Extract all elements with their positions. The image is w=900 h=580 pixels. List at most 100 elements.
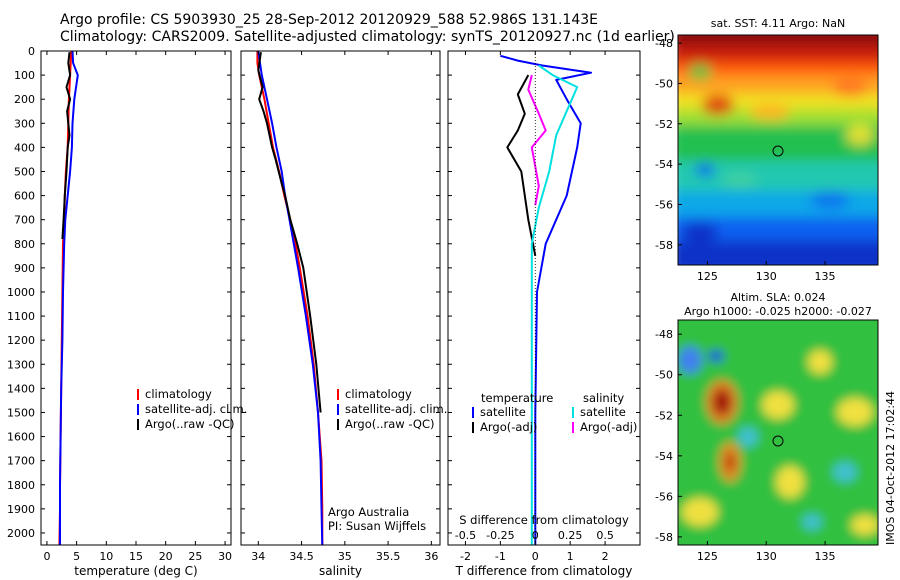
map-x-tick-label: 130 <box>756 550 777 563</box>
y-tick-label: 1400 <box>7 382 35 395</box>
x-tick-label: -2 <box>460 550 471 563</box>
map-x-tick-label: 125 <box>697 270 718 283</box>
figure-title-line-1: Argo profile: CS 5903930_25 28-Sep-2012 … <box>60 12 598 28</box>
map-x-tick-label: 125 <box>697 550 718 563</box>
panel-annotation-line: Argo Australia <box>328 505 409 519</box>
map-y-tick-label: -56 <box>655 198 673 211</box>
y-tick-label: 400 <box>14 141 35 154</box>
y-tick-label: 800 <box>14 238 35 251</box>
temperature-panel-x-axis-label: temperature (deg C) <box>74 564 197 578</box>
temperature-panel-series-satellite-adj-clim <box>59 50 79 545</box>
y-tick-label: 1900 <box>7 503 35 516</box>
s-difference-tick-label: 0.5 <box>596 529 614 542</box>
legend-label: climatology <box>345 387 412 401</box>
x-tick-label: 5 <box>73 550 80 563</box>
figure-title-line-2: Climatology: CARS2009. Satellite-adjuste… <box>60 29 675 45</box>
map-y-tick-label: -58 <box>655 531 673 544</box>
x-tick-label: 20 <box>159 550 173 563</box>
temperature-panel-series-argo-raw-qc <box>61 52 72 240</box>
y-tick-label: 200 <box>14 93 35 106</box>
salinity-panel: 34 34.5 35 35.5 36 salinity climatologysatelli… <box>240 50 447 578</box>
map-y-tick-label: -48 <box>655 37 673 50</box>
legend-heading: salinity <box>583 391 624 405</box>
x-tick-label: 15 <box>129 550 143 563</box>
salinity-panel-series-argo-raw-qc <box>257 52 322 413</box>
y-tick-label: 1300 <box>7 358 35 371</box>
map-y-tick-label: -52 <box>655 409 673 422</box>
difference-panel-series-salinity-satellite <box>530 64 579 545</box>
x-tick-label: 35.5 <box>376 550 401 563</box>
x-tick-label: 34.5 <box>289 550 314 563</box>
x-tick-label: 10 <box>99 550 113 563</box>
map-y-tick-label: -48 <box>655 328 673 341</box>
footer-stamp: IMOS 04-Oct-2012 17:02:44 <box>884 391 897 545</box>
x-tick-label: 30 <box>218 550 232 563</box>
map-x-tick-label: 135 <box>815 270 836 283</box>
y-tick-label: 300 <box>14 117 35 130</box>
sst-map <box>677 34 879 266</box>
x-tick-label: 35 <box>338 550 352 563</box>
x-tick-label: -1 <box>495 550 506 563</box>
legend-heading: temperature <box>481 391 553 405</box>
sla-field <box>678 320 878 545</box>
sst-argo-location-marker <box>772 145 784 157</box>
map-y-tick-label: -50 <box>655 369 673 382</box>
map-x-tick-label: 135 <box>815 550 836 563</box>
map-x-tick-label: 130 <box>756 270 777 283</box>
x-tick-label: 0 <box>532 550 539 563</box>
sla-argo-location-marker <box>772 435 784 447</box>
legend-label: satellite <box>580 405 626 419</box>
y-tick-label: 1800 <box>7 479 35 492</box>
sst-map-title: sat. SST: 4.11 Argo: NaN <box>711 17 845 30</box>
panel-annotation-line: PI: Susan Wijffels <box>328 519 426 533</box>
s-difference-tick-label: 0 <box>532 529 539 542</box>
temperature-panel-frame <box>40 50 232 546</box>
temperature-panel-series-climatology <box>58 50 73 546</box>
difference-panel-frame <box>447 50 641 546</box>
y-tick-label: 700 <box>14 214 35 227</box>
y-tick-label: 1100 <box>7 310 35 323</box>
map-y-tick-label: -58 <box>655 239 673 252</box>
s-difference-tick-label: 0.25 <box>558 529 583 542</box>
sla-map <box>677 319 879 546</box>
map-y-tick-label: -56 <box>655 490 673 503</box>
y-tick-label: 0 <box>28 45 35 58</box>
map-y-tick-label: -50 <box>655 77 673 90</box>
x-tick-label: 1 <box>567 550 574 563</box>
s-difference-tick-label: -0.25 <box>486 529 514 542</box>
salinity-panel-frame <box>240 50 441 546</box>
salinity-panel-x-axis-label: salinity <box>319 564 362 578</box>
legend-label: satellite <box>480 405 526 419</box>
y-tick-label: 600 <box>14 190 35 203</box>
y-tick-label: 1000 <box>7 286 35 299</box>
y-tick-label: 900 <box>14 262 35 275</box>
sla-map-title-line-2: Argo h1000: -0.025 h2000: -0.027 <box>684 305 872 318</box>
difference-panel-x-axis-label: T difference from climatology <box>455 564 633 578</box>
map-y-tick-label: -54 <box>655 450 673 463</box>
legend-label: Argo(..raw -QC) <box>145 417 235 431</box>
y-tick-label: 1600 <box>7 431 35 444</box>
y-tick-label: 1500 <box>7 406 35 419</box>
x-tick-label: 2 <box>602 550 609 563</box>
legend-label: Argo(-adj) <box>580 420 637 434</box>
legend-label: climatology <box>145 387 212 401</box>
legend-label: Argo(..raw -QC) <box>345 417 435 431</box>
difference-panel: -2 -1 0 1 2T difference from climatology temp… <box>447 50 641 578</box>
difference-panel-series-temperature-satellite <box>500 54 593 545</box>
difference-panel-series-temperature-argo-adj <box>506 74 537 256</box>
x-tick-label: 34 <box>251 550 265 563</box>
y-tick-label: 100 <box>14 69 35 82</box>
difference-panel-series-salinity-argo-adj <box>527 74 547 206</box>
x-tick-label: 0 <box>43 550 50 563</box>
y-tick-label: 2000 <box>7 527 35 540</box>
sla-map-title-line-1: Altim. SLA: 0.024 <box>730 291 825 304</box>
y-tick-label: 1200 <box>7 334 35 347</box>
map-y-tick-label: -54 <box>655 158 673 171</box>
legend-label: Argo(-adj) <box>480 420 537 434</box>
legend-label: satellite-adj. clim. <box>345 402 447 416</box>
temperature-panel: 0 5 10 15 20 25 30 temperature (deg C) 0 100 200 30… <box>7 45 247 578</box>
y-tick-label: 500 <box>14 165 35 178</box>
s-difference-axis-label: S difference from climatology <box>459 513 629 527</box>
